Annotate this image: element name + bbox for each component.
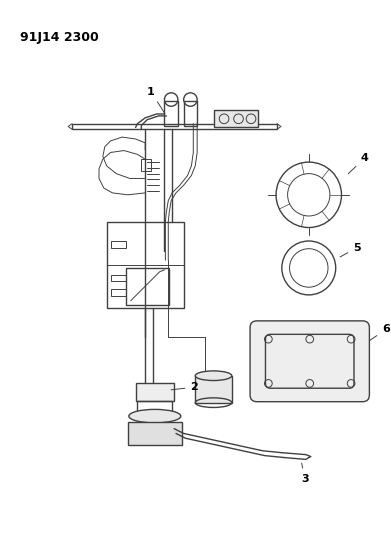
- Bar: [215, 110, 258, 127]
- Text: 3: 3: [301, 463, 309, 483]
- Text: 2: 2: [171, 382, 198, 392]
- Text: 5: 5: [340, 243, 361, 257]
- Text: 91J14 2300: 91J14 2300: [20, 31, 99, 44]
- Text: 4: 4: [348, 153, 369, 174]
- Bar: [111, 289, 126, 296]
- Bar: [72, 124, 277, 130]
- Bar: [136, 383, 174, 401]
- Text: 1: 1: [147, 87, 165, 114]
- Bar: [111, 241, 126, 248]
- Text: 6: 6: [370, 325, 390, 341]
- Ellipse shape: [129, 409, 181, 423]
- Bar: [138, 401, 172, 413]
- FancyBboxPatch shape: [250, 321, 369, 402]
- Bar: [184, 101, 197, 126]
- Ellipse shape: [195, 371, 232, 381]
- Bar: [141, 159, 151, 171]
- Bar: [195, 376, 232, 402]
- Bar: [107, 222, 184, 309]
- Bar: [128, 422, 182, 445]
- Bar: [111, 274, 126, 281]
- Bar: [165, 101, 178, 126]
- Bar: [126, 268, 169, 304]
